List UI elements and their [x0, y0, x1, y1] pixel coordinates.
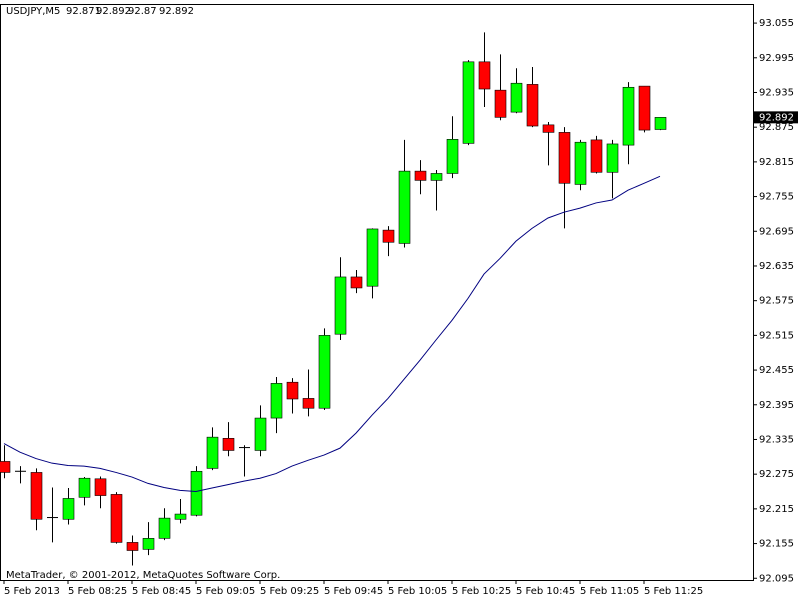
candle-body [62, 498, 75, 520]
candle-body [574, 141, 587, 185]
candle-body [638, 85, 651, 131]
candle-body [206, 436, 219, 469]
candle-body [414, 170, 427, 181]
price-label: 92.892 [759, 112, 794, 123]
x-tick-label: 5 Feb 08:25 [68, 586, 127, 597]
y-tick-label: 92.815 [759, 157, 794, 168]
y-tick-label: 93.055 [759, 18, 794, 29]
candle-body [558, 132, 571, 184]
y-tick-label: 92.695 [759, 226, 794, 237]
y-tick-label: 92.635 [759, 261, 794, 272]
candle-body [254, 417, 267, 451]
y-tick-label: 92.215 [759, 504, 794, 515]
x-tick-label: 5 Feb 09:25 [260, 586, 319, 597]
x-tick-label: 5 Feb 2013 [4, 586, 60, 597]
candle-body [110, 494, 123, 543]
y-tick-label: 92.395 [759, 400, 794, 411]
header-high: 92.892 [96, 6, 131, 17]
y-tick-label: 92.755 [759, 192, 794, 203]
candle-body [382, 229, 395, 243]
candle-body [142, 538, 155, 550]
price-marker [754, 111, 798, 124]
x-tick-label: 5 Feb 11:25 [644, 586, 703, 597]
x-tick-label: 5 Feb 09:05 [196, 586, 255, 597]
candle-body [158, 517, 171, 539]
moving-average [3, 175, 661, 493]
y-tick-label: 92.275 [759, 469, 794, 480]
y-tick-label: 92.515 [759, 330, 794, 341]
candle-body [446, 139, 459, 174]
candle-body [606, 143, 619, 173]
candle-body [478, 61, 491, 90]
x-tick-label: 5 Feb 09:45 [324, 586, 383, 597]
copyright: MetaTrader, © 2001-2012, MetaQuotes Soft… [6, 570, 280, 581]
candle-body [270, 383, 283, 419]
candle-body [78, 477, 91, 498]
y-tick-label: 92.335 [759, 434, 794, 445]
x-tick-label: 5 Feb 10:05 [388, 586, 447, 597]
y-tick-label: 92.095 [759, 573, 794, 584]
candle-body [590, 139, 603, 173]
symbol-title: USDJPY,M5 [6, 6, 60, 17]
candle-body [654, 117, 667, 130]
x-tick-label: 5 Feb 08:45 [132, 586, 191, 597]
candle-body [510, 82, 523, 113]
candle-body [494, 89, 507, 118]
candle-body [174, 513, 187, 520]
candle-body [350, 276, 363, 289]
candle-body [526, 84, 539, 127]
candle-body [318, 335, 331, 409]
header-low: 92.87 [128, 6, 157, 17]
plot-area [0, 32, 667, 566]
candle-body [622, 86, 635, 146]
y-tick-label: 92.155 [759, 539, 794, 550]
x-tick-label: 5 Feb 11:05 [580, 586, 639, 597]
candle-body [398, 170, 411, 244]
candle-body [542, 124, 555, 133]
candle-body [30, 472, 43, 520]
candle-body [0, 461, 11, 473]
candle-body [286, 381, 299, 400]
candle-body [126, 542, 139, 551]
candle-body [366, 228, 379, 287]
x-tick-label: 5 Feb 10:25 [452, 586, 511, 597]
candle-body [302, 398, 315, 409]
candle-body [222, 438, 235, 451]
candle-body [462, 61, 475, 144]
header-close: 92.892 [159, 6, 194, 17]
x-tick-label: 5 Feb 10:45 [516, 586, 575, 597]
candle-body [430, 173, 443, 181]
candle-body [334, 276, 347, 335]
header-open: 92.871 [66, 6, 101, 17]
candle-body [94, 478, 107, 496]
y-tick-label: 92.995 [759, 53, 794, 64]
y-tick-label: 92.875 [759, 122, 794, 133]
y-tick-label: 92.935 [759, 87, 794, 98]
y-tick-label: 92.455 [759, 365, 794, 376]
candle-body [190, 470, 203, 516]
y-tick-label: 92.575 [759, 296, 794, 307]
